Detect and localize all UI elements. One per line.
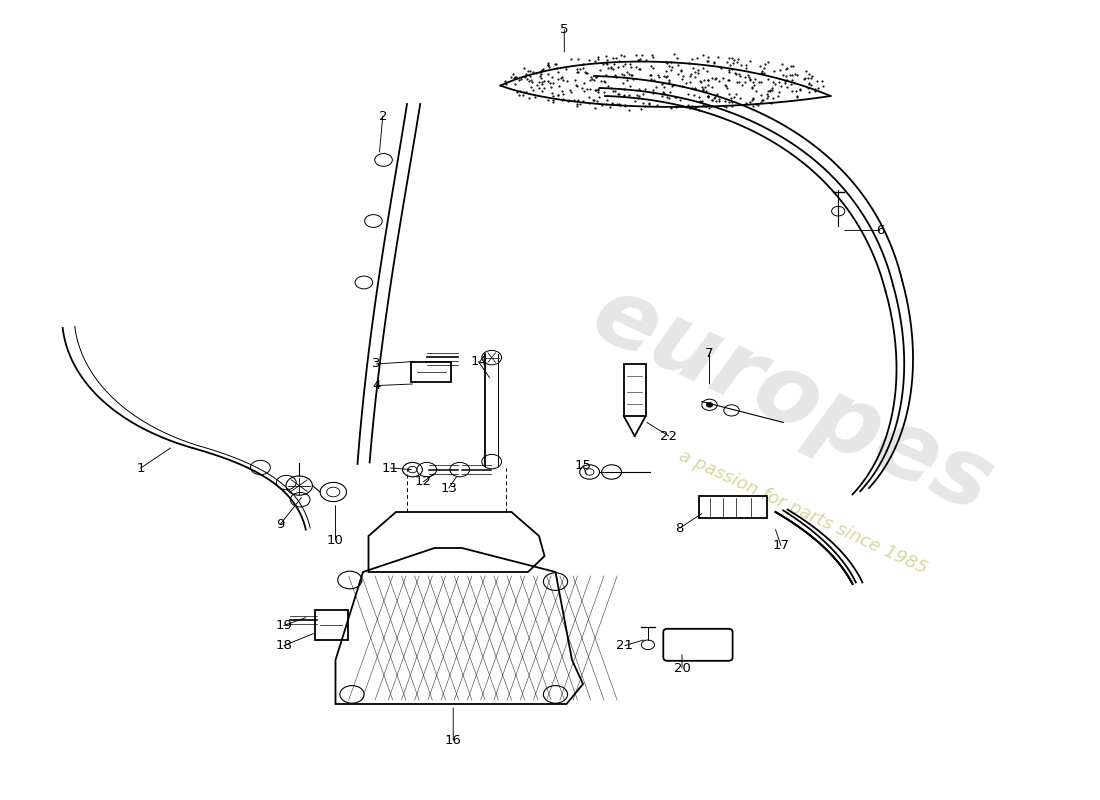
- Text: 18: 18: [275, 639, 293, 652]
- Text: 13: 13: [440, 482, 458, 494]
- Text: 3: 3: [372, 358, 381, 370]
- Text: 12: 12: [415, 475, 432, 488]
- Bar: [698, 496, 767, 518]
- Text: 14: 14: [470, 355, 487, 368]
- Text: 7: 7: [705, 347, 714, 360]
- Text: 16: 16: [444, 734, 462, 746]
- Text: a passion for parts since 1985: a passion for parts since 1985: [676, 446, 930, 578]
- Text: 10: 10: [327, 534, 344, 546]
- Text: 15: 15: [574, 459, 592, 472]
- Text: 5: 5: [560, 23, 569, 36]
- Text: europes: europes: [578, 267, 1006, 533]
- Text: 22: 22: [660, 430, 678, 442]
- Text: 1: 1: [136, 462, 145, 474]
- Text: 19: 19: [275, 619, 293, 632]
- Text: 6: 6: [876, 224, 884, 237]
- Bar: [624, 364, 646, 416]
- Text: 17: 17: [772, 539, 790, 552]
- Text: 9: 9: [276, 518, 285, 530]
- Text: 8: 8: [675, 522, 684, 534]
- Text: 20: 20: [673, 662, 691, 674]
- Text: 11: 11: [382, 462, 399, 474]
- Circle shape: [706, 402, 713, 407]
- Text: 4: 4: [372, 379, 381, 392]
- Bar: [315, 610, 348, 640]
- Text: 2: 2: [378, 110, 387, 122]
- Bar: [411, 362, 451, 382]
- Text: 21: 21: [616, 639, 634, 652]
